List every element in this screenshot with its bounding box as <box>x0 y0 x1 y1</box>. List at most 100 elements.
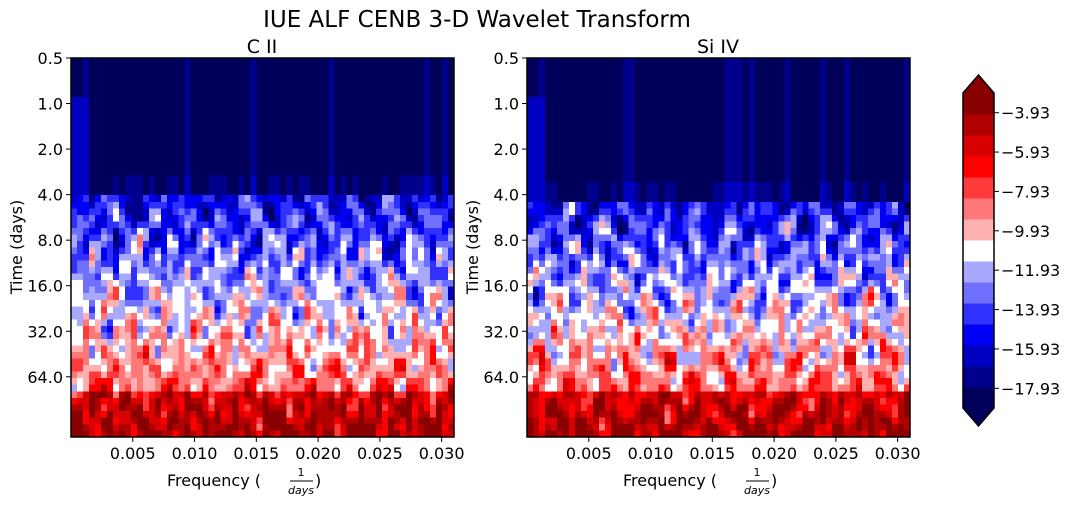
heatmap-cell <box>364 175 371 183</box>
heatmap-cell <box>310 423 317 431</box>
heatmap-cell <box>100 84 108 92</box>
heatmap-cell <box>154 195 162 203</box>
heatmap-cell <box>382 116 389 124</box>
heatmap-cell <box>400 358 407 366</box>
heatmap-cell <box>250 410 257 418</box>
heatmap-cell <box>448 71 455 78</box>
heatmap-cell <box>274 136 281 144</box>
heatmap-cell <box>214 260 222 268</box>
heatmap-cell <box>574 110 582 118</box>
heatmap-cell <box>646 129 654 137</box>
heatmap-cell <box>178 319 186 327</box>
heatmap-cell <box>712 97 719 105</box>
heatmap-cell <box>286 306 293 314</box>
heatmap-cell <box>376 397 383 405</box>
heatmap-cell <box>154 378 162 386</box>
heatmap-cell <box>718 97 725 105</box>
heatmap-cell <box>424 116 431 124</box>
heatmap-cell <box>334 64 341 72</box>
heatmap-cell <box>640 142 648 150</box>
heatmap-cell <box>82 286 90 294</box>
heatmap-cell <box>256 391 263 399</box>
heatmap-cell <box>604 123 612 131</box>
heatmap-cell <box>346 423 353 431</box>
heatmap-cell <box>538 77 546 85</box>
heatmap-cell <box>232 169 239 177</box>
heatmap-cell <box>694 162 701 170</box>
heatmap-cell <box>304 188 311 196</box>
heatmap-cell <box>130 260 138 268</box>
heatmap-cell <box>328 84 335 92</box>
heatmap-cell <box>328 260 335 268</box>
heatmap-cell <box>604 182 612 190</box>
heatmap-cell <box>406 188 413 196</box>
heatmap-cell <box>166 260 174 268</box>
heatmap-cell <box>550 169 558 177</box>
heatmap-cell <box>190 299 198 307</box>
heatmap-cell <box>244 312 251 320</box>
heatmap-cell <box>166 247 174 255</box>
heatmap-cell <box>244 391 251 399</box>
heatmap-cell <box>292 345 299 353</box>
heatmap-cell <box>412 306 419 314</box>
heatmap-cell <box>718 58 725 65</box>
heatmap-cell <box>544 97 552 105</box>
heatmap-cell <box>556 64 564 72</box>
heatmap-cell <box>772 71 779 78</box>
heatmap-cell <box>274 299 281 307</box>
heatmap-cell <box>424 240 431 248</box>
heatmap-si-iv <box>527 58 911 438</box>
heatmap-cell <box>316 77 323 85</box>
heatmap-cell <box>124 234 132 242</box>
heatmap-cell <box>148 103 156 111</box>
heatmap-cell <box>790 169 797 177</box>
heatmap-cell <box>772 110 779 118</box>
heatmap-cell <box>358 260 365 268</box>
heatmap-cell <box>538 90 546 98</box>
heatmap-cell <box>178 182 186 190</box>
heatmap-cell <box>178 123 186 131</box>
heatmap-cell <box>892 77 899 85</box>
heatmap-cell <box>274 97 281 105</box>
heatmap-cell <box>316 338 323 346</box>
heatmap-cell <box>238 169 245 177</box>
heatmap-cell <box>256 195 263 203</box>
heatmap-cell <box>400 142 407 150</box>
heatmap-cell <box>358 77 365 85</box>
heatmap-cell <box>334 345 341 353</box>
heatmap-cell <box>532 103 540 111</box>
heatmap-cell <box>358 312 365 320</box>
heatmap-cell <box>184 280 192 288</box>
heatmap-cell <box>358 319 365 327</box>
heatmap-cell <box>250 116 257 124</box>
heatmap-cell <box>760 149 767 157</box>
heatmap-cell <box>106 260 114 268</box>
heatmap-cell <box>610 123 618 131</box>
heatmap-cell <box>826 71 833 78</box>
heatmap-cell <box>124 142 132 150</box>
heatmap-cell <box>316 175 323 183</box>
heatmap-cell <box>586 77 594 85</box>
heatmap-cell <box>124 404 132 412</box>
heatmap-cell <box>364 136 371 144</box>
heatmap-cell <box>634 77 642 85</box>
heatmap-cell <box>586 116 594 124</box>
heatmap-cell <box>106 221 114 229</box>
heatmap-cell <box>262 149 269 157</box>
heatmap-cell <box>262 208 269 216</box>
y-tick-label: 8.0 <box>38 231 63 250</box>
heatmap-cell <box>328 103 335 111</box>
heatmap-cell <box>148 195 156 203</box>
heatmap-cell <box>820 77 827 85</box>
heatmap-cell <box>280 430 287 438</box>
heatmap-cell <box>364 332 371 340</box>
heatmap-cell <box>346 397 353 405</box>
heatmap-cell <box>88 332 96 340</box>
heatmap-cell <box>94 319 102 327</box>
heatmap-cell <box>382 391 389 399</box>
heatmap-cell <box>364 397 371 405</box>
heatmap-cell <box>730 129 737 137</box>
heatmap-cell <box>94 208 102 216</box>
heatmap-cell <box>142 110 150 118</box>
heatmap-cell <box>850 175 857 183</box>
